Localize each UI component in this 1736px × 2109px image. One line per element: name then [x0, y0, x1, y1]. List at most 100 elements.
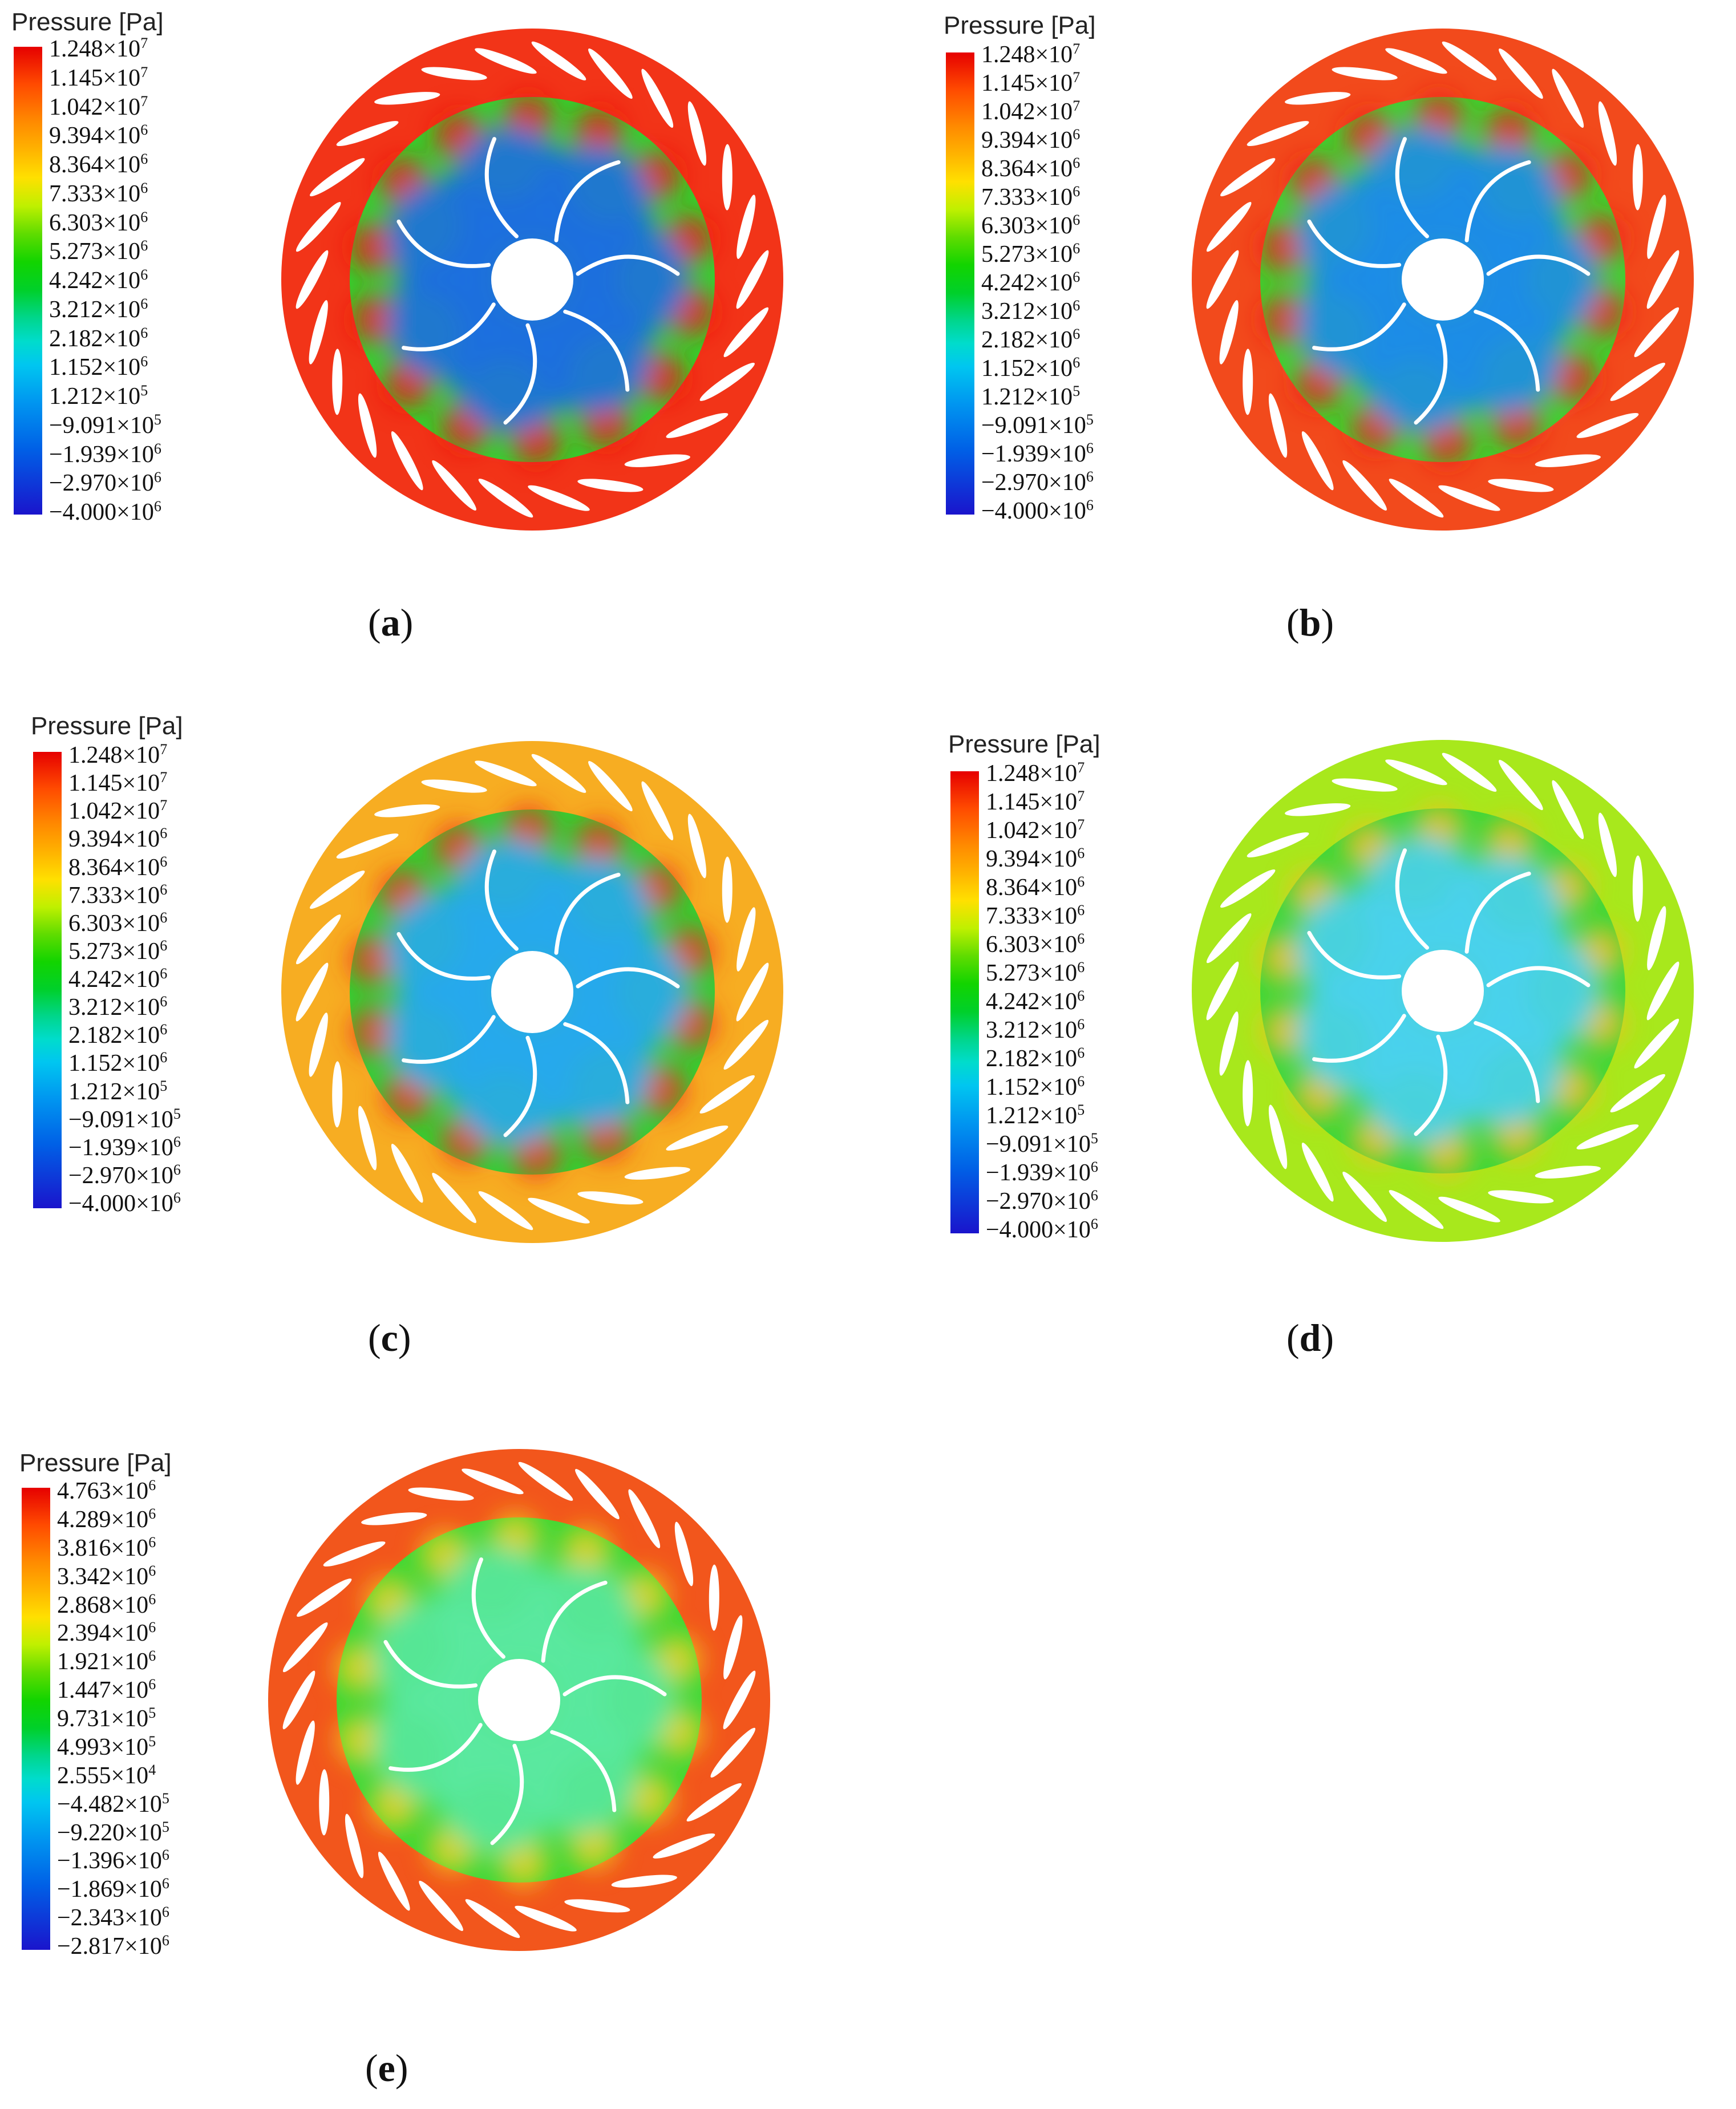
pressure-contour-e	[268, 1449, 770, 1951]
impeller-blade	[402, 1015, 496, 1064]
diffuser-vane	[336, 833, 399, 859]
diffuser-vane	[1243, 1060, 1253, 1127]
colorbar-tick-label: 3.212×106	[49, 295, 148, 323]
colorbar	[946, 52, 974, 515]
colorbar-tick-label: 5.273×106	[68, 937, 168, 965]
impeller-blade	[1474, 1021, 1540, 1103]
legend-title: Pressure [Pa]	[944, 11, 1096, 39]
diffuser-vane	[588, 761, 633, 812]
diffuser-vane	[666, 413, 729, 438]
diffuser-vane	[1610, 362, 1665, 401]
diffuser-vane	[709, 1564, 719, 1631]
pressure-hotspot	[1259, 934, 1308, 983]
impeller-blade	[576, 254, 680, 276]
diffuser-vane	[641, 781, 674, 840]
diffuser-vane	[432, 1172, 476, 1223]
diffuser-vane	[1220, 869, 1276, 908]
colorbar-tick-label: −9.091×105	[68, 1105, 181, 1133]
diffuser-vane	[1332, 67, 1398, 80]
impeller-blade	[563, 1022, 630, 1104]
colorbar-tick-label: 1.152×106	[49, 353, 148, 381]
colorbar-tick-label: −1.939×106	[986, 1159, 1098, 1186]
diffuser-vanes	[1206, 41, 1680, 518]
impeller-blades	[1307, 137, 1591, 425]
diffuser-vane	[475, 48, 537, 74]
diffuser-vane	[1610, 1074, 1665, 1112]
diffuser-vane	[421, 67, 487, 80]
hub-hole	[478, 1659, 560, 1741]
diffuser-vane	[1389, 1190, 1444, 1229]
impeller-blade	[389, 1723, 483, 1772]
impeller-blade	[1464, 871, 1531, 954]
panel-label-a: (a)	[368, 601, 414, 644]
diffuser-vane	[297, 1578, 352, 1617]
diffuser-vane	[531, 754, 586, 793]
pressure-hotspot	[349, 936, 397, 984]
colorbar-tick-label: −9.091×105	[49, 411, 161, 439]
panel-label-d: (d)	[1286, 1316, 1334, 1359]
colorbar-tick-label: −4.000×106	[986, 1216, 1098, 1243]
colorbar-tick-label: 1.145×107	[68, 769, 168, 797]
impeller-blade	[503, 1035, 537, 1138]
diffuser-vane	[336, 121, 399, 146]
diffuser-vane	[737, 195, 756, 259]
diffuser-vane	[518, 1462, 573, 1501]
colorbar-tick-label: 2.182×106	[981, 326, 1081, 353]
impeller-blade	[484, 849, 519, 951]
pressure-contour-a	[281, 29, 783, 531]
diffuser-vane	[1598, 101, 1617, 166]
diffuser-vane	[1632, 855, 1643, 922]
colorbar-tick-label: 8.364×106	[981, 155, 1081, 182]
colorbar-tick-label: 1.447×106	[57, 1676, 156, 1704]
diffuser-vane	[1385, 48, 1447, 74]
pressure-contour-c	[281, 741, 783, 1243]
diffuser-vane	[653, 1833, 715, 1859]
diffuser-vane	[478, 1191, 533, 1230]
impeller-blade	[503, 323, 537, 425]
diffuser-vane	[737, 907, 756, 971]
diffuser-vane	[378, 1852, 410, 1911]
diffuser-vane	[332, 349, 343, 415]
diffuser-vane	[475, 760, 537, 787]
impeller-blade	[541, 1580, 608, 1663]
colorbar-tick-label: −1.939×106	[981, 440, 1094, 467]
diffuser-vane	[1488, 479, 1554, 492]
colorbar-tick-label: 9.394×106	[68, 825, 168, 853]
colorbar-tick-label: 5.273×106	[49, 237, 148, 265]
panel-d: Pressure [Pa] 1.248×107 1.145×107 1.042×10…	[913, 707, 1736, 1381]
diffuser-vane	[1247, 832, 1309, 857]
pressure-blobs	[335, 1513, 703, 1887]
diffuser-vane	[1552, 780, 1584, 839]
impeller-blade	[383, 1640, 478, 1689]
colorbar-tick-label: 1.248×107	[986, 759, 1085, 787]
diffuser-vane	[1488, 1190, 1554, 1204]
colorbar-tick-label: 1.042×107	[68, 797, 168, 825]
pressure-hotspot	[335, 1644, 384, 1692]
impeller-blade	[1395, 848, 1429, 950]
colorbar-tick-label: 2.182×106	[986, 1045, 1085, 1072]
diffuser-vane	[722, 144, 733, 211]
colorbar-tick-label: 1.921×106	[57, 1647, 156, 1675]
diffuser-vane	[1342, 1171, 1387, 1222]
colorbar-tick-label: 4.763×106	[57, 1477, 156, 1504]
diffuser-vane	[296, 250, 329, 309]
diffuser-vane	[1243, 349, 1253, 415]
diffuser-vane	[736, 962, 769, 1022]
colorbar-tick-label: −9.091×105	[986, 1130, 1098, 1157]
diffuser-vane	[723, 307, 769, 357]
panel-label-e: (e)	[365, 2046, 408, 2090]
diffuser-vane	[1342, 460, 1387, 511]
diffuser-vane	[310, 871, 365, 909]
colorbar-tick-label: −4.000×106	[49, 498, 161, 525]
impeller-blade	[1414, 1034, 1448, 1136]
impeller-blades	[1307, 848, 1591, 1136]
diffuser-vanes	[1206, 752, 1680, 1229]
diffuser-vane	[1219, 300, 1239, 365]
diffuser-vane	[319, 1769, 330, 1836]
colorbar-tick-label: 1.248×107	[68, 741, 168, 768]
diffuser-vane	[1301, 1143, 1334, 1202]
impeller-blade	[1474, 309, 1540, 392]
impeller-blade	[490, 1743, 524, 1845]
diffuser-vane	[374, 804, 440, 817]
diffuser-vane	[722, 856, 733, 923]
